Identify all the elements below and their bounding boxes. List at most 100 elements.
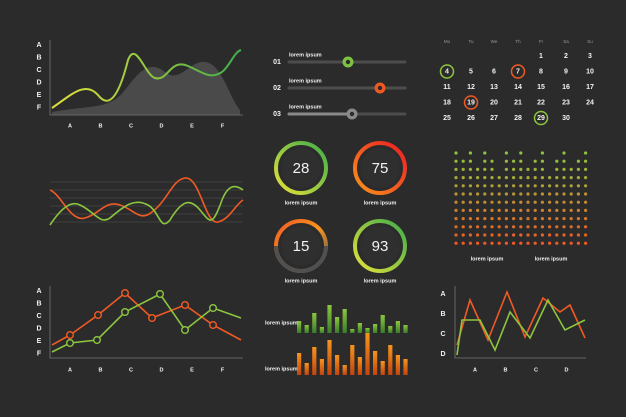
dot bbox=[454, 200, 458, 204]
dot bbox=[461, 208, 465, 212]
y-label: D bbox=[36, 79, 41, 86]
dot bbox=[526, 192, 530, 196]
x-label: B bbox=[99, 367, 103, 373]
day: 26 bbox=[467, 115, 475, 122]
bar bbox=[388, 326, 393, 333]
dot bbox=[519, 176, 523, 180]
dot bbox=[504, 241, 508, 245]
dot bbox=[584, 208, 588, 212]
day-highlight bbox=[439, 64, 455, 79]
dot bbox=[461, 184, 465, 188]
slider-number: 02 bbox=[273, 85, 281, 92]
dot bbox=[476, 192, 480, 196]
dot bbox=[490, 225, 494, 229]
marker bbox=[92, 336, 101, 345]
wave-chart bbox=[49, 177, 244, 226]
dot bbox=[461, 225, 465, 229]
marker bbox=[65, 339, 74, 348]
weekday: Th bbox=[515, 39, 521, 44]
dot bbox=[555, 167, 559, 171]
dot bbox=[504, 233, 508, 237]
dot bbox=[476, 225, 480, 229]
dot bbox=[526, 200, 530, 204]
day: 19 bbox=[467, 99, 475, 106]
dot bbox=[555, 241, 559, 245]
bar bbox=[357, 357, 362, 375]
day: 21 bbox=[514, 99, 522, 106]
dot bbox=[511, 176, 516, 180]
dot bbox=[584, 184, 588, 188]
dot bbox=[454, 176, 458, 180]
dot bbox=[576, 241, 581, 245]
day: 6 bbox=[492, 68, 496, 75]
dot-label: lorem ipsum bbox=[535, 256, 568, 262]
bar bbox=[304, 363, 309, 375]
day: 11 bbox=[443, 84, 451, 91]
x-label: B bbox=[504, 367, 508, 373]
dot bbox=[504, 176, 508, 180]
dot bbox=[476, 217, 480, 221]
dot bbox=[454, 225, 458, 229]
dot bbox=[454, 167, 458, 171]
dot bbox=[461, 241, 465, 245]
dot bbox=[454, 151, 458, 155]
day: 17 bbox=[586, 84, 594, 91]
dot bbox=[569, 241, 573, 245]
dot bbox=[555, 217, 559, 221]
line bbox=[456, 298, 586, 356]
dot bbox=[576, 233, 581, 237]
gauge-label: lorem ipsum bbox=[364, 278, 397, 284]
day: 25 bbox=[443, 115, 451, 122]
marker bbox=[208, 304, 217, 313]
dot bbox=[562, 184, 566, 188]
slider-label: lorem ipsum bbox=[289, 78, 322, 84]
day: 23 bbox=[562, 99, 570, 106]
dot bbox=[519, 225, 523, 229]
dot bbox=[504, 225, 508, 229]
line bbox=[456, 289, 586, 346]
dot bbox=[490, 241, 494, 245]
weekday: We bbox=[491, 39, 498, 44]
dot bbox=[548, 176, 552, 180]
line bbox=[49, 177, 244, 223]
dot bbox=[468, 241, 472, 245]
bar bbox=[297, 353, 302, 375]
slider-label: lorem ipsum bbox=[289, 104, 322, 110]
dot bbox=[497, 217, 501, 221]
bar bbox=[312, 347, 317, 375]
gauge-rest bbox=[274, 245, 328, 273]
x-label: A bbox=[68, 367, 72, 373]
bar bbox=[350, 329, 355, 333]
dot bbox=[569, 200, 573, 204]
dot bbox=[555, 208, 559, 212]
dot bbox=[461, 159, 465, 163]
bar-label: lorem ipsum bbox=[265, 320, 298, 326]
dot bbox=[576, 159, 581, 163]
bar bbox=[335, 355, 340, 375]
slider-number: 03 bbox=[273, 111, 281, 118]
x-label: D bbox=[160, 123, 164, 129]
dot bbox=[468, 159, 472, 163]
dot bbox=[533, 192, 537, 196]
slider-label: lorem ipsum bbox=[289, 52, 322, 58]
bar bbox=[365, 333, 370, 375]
area-chart bbox=[49, 40, 243, 116]
dot bbox=[562, 200, 566, 204]
dot bbox=[540, 167, 545, 171]
day: 10 bbox=[586, 68, 594, 75]
day: 7 bbox=[516, 68, 520, 75]
dot bbox=[555, 176, 559, 180]
dot bbox=[533, 208, 537, 212]
bar bbox=[388, 345, 393, 375]
dot bbox=[490, 200, 494, 204]
gauge-value: 93 bbox=[372, 238, 389, 255]
x-label: F bbox=[221, 123, 225, 129]
dot bbox=[519, 184, 523, 188]
dot bbox=[584, 233, 588, 237]
dot bbox=[483, 159, 487, 163]
dot bbox=[483, 167, 487, 171]
day: 14 bbox=[514, 84, 522, 91]
x-label: A bbox=[473, 367, 477, 373]
y-label: B bbox=[36, 300, 41, 307]
